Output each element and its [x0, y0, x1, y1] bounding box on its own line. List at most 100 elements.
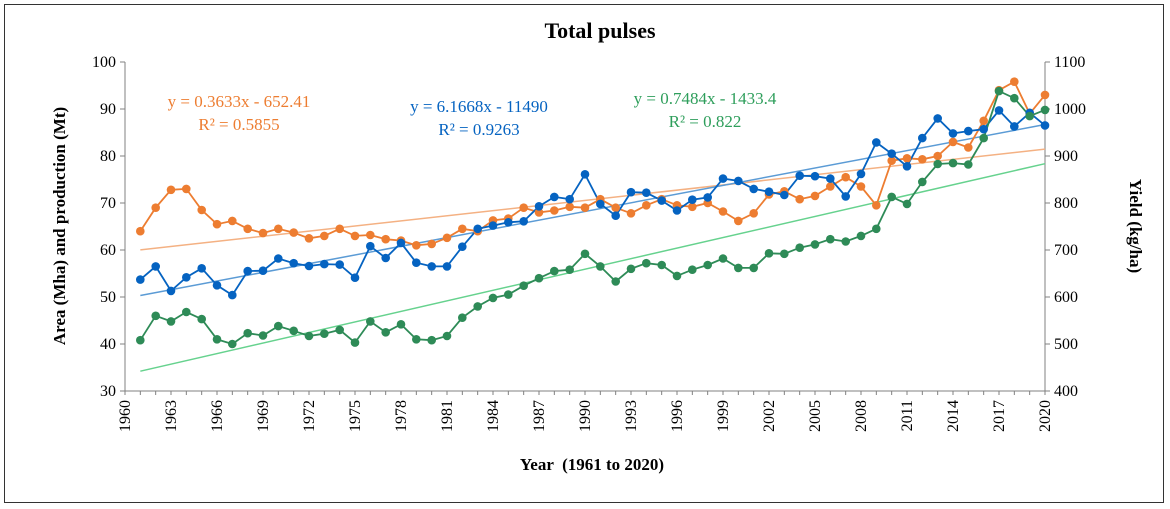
production-point	[228, 339, 237, 349]
yield-point	[856, 169, 866, 179]
area-point	[381, 234, 391, 244]
area-point	[688, 202, 697, 212]
yield-point	[350, 273, 360, 283]
yield-point	[718, 174, 728, 183]
area-point	[718, 207, 728, 216]
yield-point	[749, 184, 758, 194]
production-point	[580, 249, 590, 259]
area-point	[212, 219, 222, 229]
area-point	[918, 155, 927, 164]
area-point	[856, 182, 866, 191]
yield-point	[596, 199, 605, 209]
area-point	[550, 206, 559, 215]
x-tick-label: 1966	[209, 400, 226, 432]
yield-point	[534, 202, 544, 211]
yield-point	[565, 194, 574, 204]
x-tick-label: 2008	[853, 400, 870, 432]
production-point	[826, 234, 835, 244]
yield-point	[504, 218, 513, 227]
yield-point	[335, 260, 345, 269]
production-point	[672, 271, 682, 281]
x-tick-label: 1963	[163, 400, 180, 432]
production-point	[151, 311, 160, 321]
production-point	[872, 224, 881, 234]
yield-point	[1040, 121, 1050, 130]
production-point	[810, 240, 820, 249]
yield-point	[826, 174, 835, 183]
production-point	[994, 86, 1004, 96]
area-point	[274, 224, 283, 234]
area-point	[427, 239, 437, 249]
production-point	[473, 302, 483, 311]
yield-point	[964, 126, 973, 136]
production-point	[1010, 93, 1019, 103]
production-point	[550, 266, 559, 276]
production-point	[396, 320, 406, 329]
production-point	[933, 159, 942, 169]
yield-point	[212, 281, 222, 290]
production-point	[611, 277, 620, 286]
production-point	[887, 192, 896, 202]
area-point	[320, 231, 329, 241]
area-point	[948, 137, 958, 147]
area-trend-equation: y = 0.3633x - 652.41	[168, 92, 311, 111]
y2-tick-label: 800	[1054, 195, 1078, 212]
area-point	[642, 201, 651, 210]
yield-point	[626, 187, 636, 197]
yield-point	[734, 176, 743, 186]
x-tick-label: 1978	[393, 400, 410, 432]
y-tick-label: 70	[100, 195, 116, 212]
area-point	[841, 172, 850, 182]
area-point	[565, 202, 574, 212]
yield-point	[182, 273, 191, 282]
x-tick-label: 2017	[991, 400, 1008, 432]
x-axis-label: Year (1961 to 2020)	[520, 455, 664, 474]
area-point	[611, 203, 620, 212]
y-tick-label: 30	[100, 383, 116, 400]
axes: 30 40 50 60 70 80 90 100 400 500 600 700 800 900 1000 1…	[92, 54, 1086, 432]
area-point	[795, 194, 804, 204]
yield-point	[396, 238, 406, 248]
area-point	[366, 230, 375, 240]
production-point	[565, 265, 574, 275]
yield-point	[366, 241, 375, 251]
production-point	[335, 325, 345, 335]
x-tick-label: 1999	[715, 400, 732, 432]
yield-point	[151, 262, 160, 271]
yield-point	[274, 254, 283, 263]
yield-point	[442, 262, 452, 271]
production-point	[657, 260, 666, 270]
yield-point	[703, 193, 712, 202]
area-point	[258, 228, 268, 238]
x-tick-label: 2020	[1037, 400, 1054, 432]
area-point	[902, 154, 912, 163]
area-point	[964, 143, 973, 152]
production-point	[979, 133, 988, 143]
yield-point	[304, 261, 314, 271]
production-point	[795, 243, 804, 252]
area-point	[197, 205, 206, 215]
y-tick-label: 40	[100, 336, 116, 353]
production-point	[166, 317, 176, 326]
area-point	[826, 182, 835, 191]
area-point	[243, 224, 252, 234]
area-point	[228, 216, 237, 226]
production-point	[1025, 111, 1034, 121]
area-point	[626, 209, 636, 218]
production-trend-equation: y = 0.7484x - 1433.4	[634, 89, 777, 108]
yield-point	[1010, 122, 1019, 131]
area-point	[289, 228, 299, 237]
yield-point	[611, 211, 620, 220]
yield-point	[412, 258, 421, 268]
x-tick-label: 1960	[117, 400, 134, 432]
yield-point	[795, 171, 804, 180]
production-point	[320, 329, 329, 339]
production-point	[458, 313, 467, 323]
x-tick-label: 1984	[485, 400, 502, 432]
y2-tick-label: 600	[1054, 289, 1078, 306]
yield-point	[841, 192, 850, 201]
production-point	[718, 254, 728, 263]
area-point	[519, 203, 528, 212]
area-point	[1040, 90, 1050, 100]
